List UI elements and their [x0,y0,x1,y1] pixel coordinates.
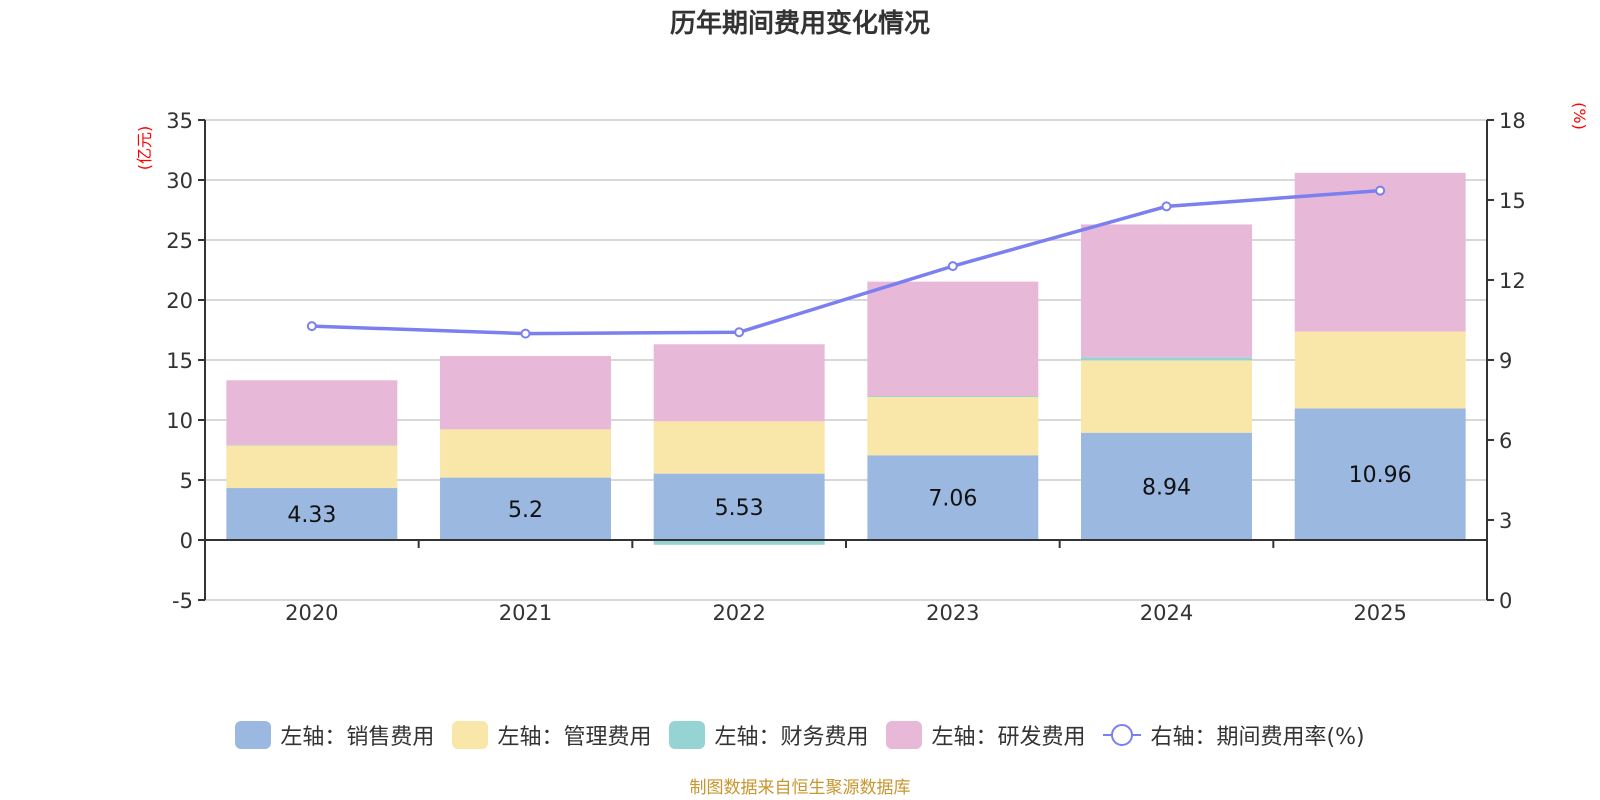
rate-line-point [306,321,317,332]
bar-segment [226,445,398,489]
rate-line-point [1161,201,1172,212]
right-axis-tick-label: 3 [1499,509,1512,533]
legend-label: 左轴：研发费用 [931,725,1086,750]
right-axis-tick-label: 18 [1499,109,1526,133]
bar-segment [440,356,611,430]
bar-segment [653,540,825,545]
x-axis-category-label: 2020 [285,601,338,625]
legend-item-sales[interactable]: 左轴：销售费用 [235,719,434,751]
bar-segment [1081,360,1252,433]
bar-data-label: 10.96 [1349,463,1412,488]
bar-data-label: 7.06 [928,487,977,512]
bar-data-label: 8.94 [1142,475,1191,500]
rate-line-group [306,185,1386,339]
left-axis-tick-label: 0 [180,529,193,553]
legend-item-admin[interactable]: 左轴：管理费用 [452,719,651,751]
legend-swatch-admin [452,721,489,749]
left-axis-tick-label: 10 [166,409,193,433]
right-axis-unit: (%) [1570,102,1589,130]
legend-swatch-finance [669,721,706,749]
bar-segment [1081,224,1252,358]
rate-line-point [947,261,958,272]
bars-group [226,172,1466,545]
legend-label: 左轴：管理费用 [497,725,652,750]
bar-segment [867,281,1039,396]
left-axis-tick-label: 15 [166,349,193,373]
bar-segment [226,380,398,445]
bar-segment [653,344,825,422]
right-axis-tick-label: 9 [1499,349,1512,373]
bar-segment [867,396,1039,456]
bar-segment [226,488,398,540]
bar-segment [1294,331,1466,409]
left-axis-unit: (亿元) [135,126,154,171]
bar-segment [867,455,1039,540]
left-axis-tick-label: 20 [166,289,193,313]
chart-title: 历年期间费用变化情况 [670,8,930,39]
rate-line [311,188,1381,336]
rate-line-point [734,327,745,338]
legend-item-finance[interactable]: 左轴：财务费用 [669,719,868,751]
bar-segment [440,477,611,540]
bar-segment [226,444,398,446]
bar-segment [867,396,1039,397]
legend-item-rnd[interactable]: 左轴：研发费用 [886,719,1085,751]
bar-segment [653,473,825,540]
rate-line-point [520,328,531,339]
rate-line-point [1375,185,1386,196]
bar-labels-group: 4.33 5.2 5.53 7.06 8.94 10.96 [287,463,1411,528]
right-axis-tick-label: 15 [1499,189,1526,213]
left-axis-tick-label: 25 [166,229,193,253]
bar-segment [653,421,825,474]
right-axis-tick-label: 6 [1499,429,1512,453]
x-axis-category-label: 2021 [499,601,552,625]
x-axis-category-label: 2024 [1140,601,1193,625]
legend-label: 右轴：期间费用率(%) [1150,725,1365,750]
legend-line-circle-icon [1103,724,1142,746]
bar-data-label: 4.33 [287,503,336,528]
x-axis-category-label: 2022 [712,601,765,625]
left-axis-tick-label: 35 [166,109,193,133]
bar-segment [1294,408,1466,540]
right-axis-tick-label: 12 [1499,269,1526,293]
left-axis-tick-label: 5 [180,469,193,493]
bar-segment [1294,172,1466,332]
legend: 左轴：销售费用 左轴：管理费用 左轴：财务费用 左轴：研发费用 右轴：期间费用率… [0,718,1600,752]
legend-item-rate[interactable]: 右轴：期间费用率(%) [1103,719,1365,751]
legend-swatch-rnd [886,721,923,749]
legend-swatch-sales [235,721,272,749]
bar-segment [440,429,611,478]
x-axis-category-label: 2025 [1353,601,1406,625]
x-axis-category-label: 2023 [926,601,979,625]
bar-segment [1081,357,1252,361]
bar-data-label: 5.2 [508,498,543,523]
left-axis-tick-label: 30 [166,169,193,193]
data-source-footer: 制图数据来自恒生聚源数据库 [689,778,911,798]
bar-segment [1081,432,1252,540]
left-axis-tick-label: -5 [172,589,193,613]
bar-data-label: 5.53 [715,496,764,521]
legend-label: 左轴：销售费用 [280,725,435,750]
right-axis-tick-label: 0 [1499,589,1512,613]
legend-label: 左轴：财务费用 [714,725,869,750]
